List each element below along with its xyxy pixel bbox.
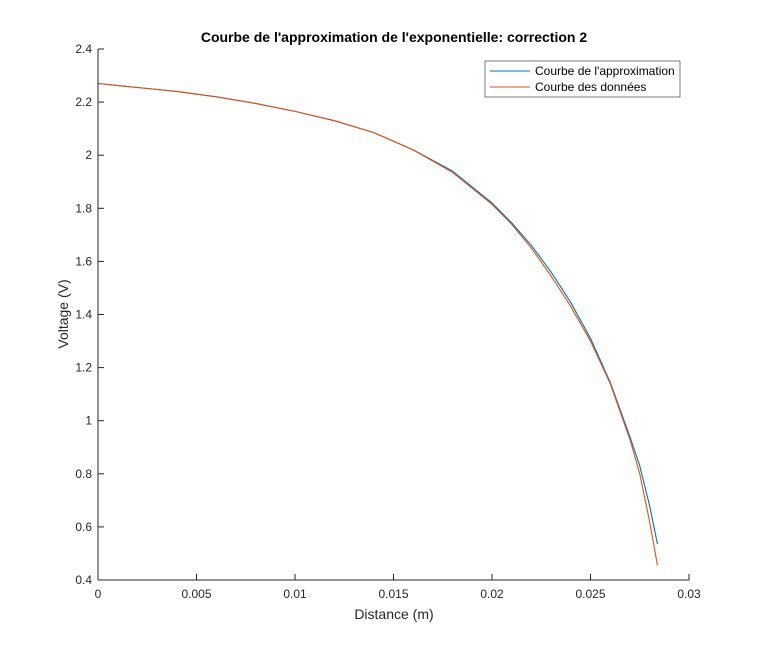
x-tick-label: 0.005 <box>181 587 211 601</box>
y-ticks: 0.4 0.6 0.8 1 1.2 1.4 1.6 1.8 2 2.2 2.4 <box>75 42 104 587</box>
x-tick-label: 0.03 <box>677 587 701 601</box>
x-tick-label: 0.02 <box>480 587 504 601</box>
legend-label-donnees: Courbe des données <box>535 80 646 94</box>
x-tick-label: 0 <box>95 587 102 601</box>
x-ticks: 0 0.005 0.01 0.015 0.02 0.025 0.03 <box>95 574 701 601</box>
x-tick-label: 0.015 <box>378 587 408 601</box>
y-tick-label: 2.4 <box>75 42 92 56</box>
y-tick-label: 0.8 <box>75 467 92 481</box>
legend: Courbe de l'approximation Courbe des don… <box>484 60 681 98</box>
x-tick-label: 0.025 <box>575 587 605 601</box>
legend-label-approximation: Courbe de l'approximation <box>535 64 675 78</box>
y-tick-label: 2.2 <box>75 95 92 109</box>
series-layer <box>97 82 659 566</box>
series-line-donnees <box>97 82 659 566</box>
y-axis-label: Voltage (V) <box>55 279 71 348</box>
chart-title: Courbe de l'approximation de l'exponenti… <box>201 29 587 45</box>
x-tick-label: 0.01 <box>283 587 307 601</box>
y-tick-label: 0.6 <box>75 520 92 534</box>
y-tick-label: 1.8 <box>75 201 92 215</box>
legend-box <box>484 60 681 98</box>
y-tick-label: 0.4 <box>75 573 92 587</box>
y-tick-label: 1.2 <box>75 361 92 375</box>
x-axis-label: Distance (m) <box>354 606 433 622</box>
y-tick-label: 1.6 <box>75 254 92 268</box>
y-tick-label: 1.4 <box>75 308 92 322</box>
y-tick-label: 1 <box>85 414 92 428</box>
plot-area <box>98 49 689 580</box>
y-tick-label: 2 <box>85 148 92 162</box>
